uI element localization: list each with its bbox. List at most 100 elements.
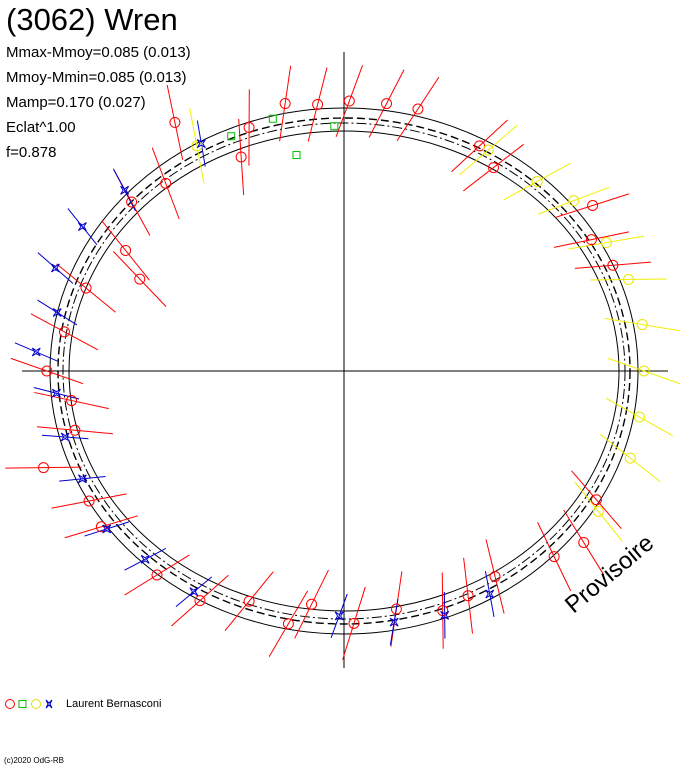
error-bar-blue-6 bbox=[33, 386, 80, 400]
error-bar-red-26 bbox=[171, 574, 229, 627]
error-bar-yellow-3 bbox=[568, 235, 645, 250]
error-bar-yellow-9 bbox=[574, 481, 623, 542]
error-bar-red-8 bbox=[553, 231, 629, 248]
data-point-green-square-3 bbox=[292, 151, 301, 160]
data-point-blue-star-10 bbox=[140, 554, 150, 564]
data-point-red-circle-37 bbox=[590, 494, 602, 506]
data-point-blue-star-7 bbox=[60, 432, 70, 442]
error-bar-blue-4 bbox=[37, 299, 78, 326]
data-point-yellow-circle-0 bbox=[482, 144, 494, 156]
model-ellipses bbox=[49, 107, 639, 635]
error-bar-yellow-1 bbox=[503, 162, 571, 201]
data-point-red-circle-31 bbox=[390, 603, 402, 615]
error-bar-blue-8 bbox=[59, 475, 106, 482]
legend-observer-name: Laurent Bernasconi bbox=[66, 698, 162, 710]
data-point-red-circle-3 bbox=[381, 98, 393, 110]
data-point-blue-star-2 bbox=[77, 222, 87, 232]
stat-f: f=0.878 bbox=[6, 144, 57, 161]
inner-model-curve bbox=[68, 130, 620, 612]
data-point-yellow-circle-2 bbox=[568, 195, 580, 207]
data-point-red-circle-15 bbox=[120, 244, 132, 256]
error-bar-red-15 bbox=[101, 220, 150, 281]
error-bar-red-1 bbox=[307, 67, 328, 142]
data-point-blue-star-3 bbox=[50, 263, 60, 273]
error-bar-red-4 bbox=[396, 76, 440, 142]
error-bar-yellow-8 bbox=[600, 434, 661, 483]
data-point-green-square-1 bbox=[268, 114, 277, 123]
legend-red-circle bbox=[5, 699, 15, 709]
data-point-red-circle-25 bbox=[151, 569, 163, 581]
error-bar-red-7 bbox=[556, 193, 630, 218]
data-point-blue-star-13 bbox=[389, 617, 399, 627]
stat-eclat: Eclat^1.00 bbox=[6, 119, 76, 136]
data-point-blue-star-12 bbox=[334, 611, 344, 621]
error-bar-red-0 bbox=[279, 65, 292, 142]
error-bar-red-20 bbox=[34, 391, 109, 410]
error-bar-yellow-5 bbox=[604, 317, 680, 332]
data-point-red-circle-9 bbox=[607, 259, 619, 271]
error-bar-red-35 bbox=[537, 522, 572, 592]
error-bar-red-28 bbox=[268, 590, 309, 657]
asteroid-title: (3062) Wren bbox=[6, 2, 178, 37]
error-bar-red-37 bbox=[571, 470, 622, 529]
data-point-blue-star-14 bbox=[440, 610, 450, 620]
error-bar-red-2 bbox=[335, 65, 364, 137]
data-markers bbox=[31, 95, 650, 630]
data-point-red-circle-10 bbox=[243, 122, 255, 134]
error-bar-blue-13 bbox=[389, 599, 399, 646]
error-bar-red-29 bbox=[294, 569, 329, 639]
data-point-red-circle-11 bbox=[235, 151, 247, 163]
data-point-red-circle-16 bbox=[134, 273, 146, 285]
data-point-red-circle-5 bbox=[474, 140, 486, 152]
data-point-red-circle-19 bbox=[41, 365, 53, 377]
data-point-red-circle-0 bbox=[279, 98, 291, 110]
legend-green-square bbox=[18, 700, 27, 708]
data-point-red-circle-28 bbox=[282, 618, 294, 630]
data-point-red-circle-7 bbox=[587, 200, 599, 212]
legend-yellow-circle bbox=[31, 699, 41, 709]
error-bar-blue-10 bbox=[124, 548, 167, 571]
error-bar-yellow-6 bbox=[607, 357, 681, 385]
data-point-yellow-circle-1 bbox=[531, 175, 543, 187]
error-bar-red-18 bbox=[30, 313, 99, 351]
data-point-red-circle-23 bbox=[83, 495, 95, 507]
error-bar-red-19 bbox=[10, 357, 84, 385]
data-point-red-circle-14 bbox=[126, 196, 138, 208]
legend-symbols bbox=[5, 699, 53, 709]
error-bar-yellow-2 bbox=[537, 186, 610, 215]
data-point-red-circle-2 bbox=[343, 95, 355, 107]
outer-model-curve bbox=[49, 107, 639, 635]
error-bar-yellow-7 bbox=[605, 397, 673, 437]
data-point-yellow-circle-7 bbox=[633, 411, 645, 423]
data-point-blue-star-5 bbox=[31, 347, 41, 357]
error-bar-red-21 bbox=[36, 426, 113, 435]
data-point-red-circle-1 bbox=[312, 99, 324, 111]
plot-axes bbox=[22, 52, 668, 668]
legend-blue-star bbox=[45, 699, 53, 709]
data-point-red-circle-21 bbox=[69, 424, 81, 436]
stat-mamp: Mamp=0.170 (0.027) bbox=[6, 94, 146, 111]
data-point-red-circle-17 bbox=[80, 282, 92, 294]
data-point-yellow-circle-9 bbox=[592, 505, 604, 517]
error-bar-red-12 bbox=[166, 84, 184, 160]
error-bar-red-30 bbox=[342, 586, 366, 660]
error-bar-red-33 bbox=[463, 557, 474, 634]
data-point-red-circle-12 bbox=[169, 116, 181, 128]
error-bar-red-6 bbox=[463, 143, 524, 192]
data-point-blue-star-8 bbox=[77, 474, 87, 484]
data-point-red-circle-29 bbox=[306, 598, 318, 610]
data-point-green-square-2 bbox=[330, 122, 339, 131]
data-point-yellow-circle-8 bbox=[624, 452, 636, 464]
data-point-blue-star-11 bbox=[189, 587, 199, 597]
data-point-yellow-circle-4 bbox=[623, 274, 635, 286]
stat-mmoy-mmin: Mmoy-Mmin=0.085 (0.013) bbox=[6, 69, 187, 86]
error-bar-blue-7 bbox=[41, 434, 89, 440]
data-point-red-circle-13 bbox=[160, 177, 172, 189]
legend: Laurent Bernasconi bbox=[4, 698, 161, 710]
error-bar-red-24 bbox=[64, 515, 138, 539]
error-bar-yellow-10 bbox=[189, 108, 205, 184]
data-point-red-circle-26 bbox=[194, 595, 206, 607]
data-point-red-circle-27 bbox=[243, 595, 255, 607]
data-point-blue-star-6 bbox=[52, 388, 61, 398]
